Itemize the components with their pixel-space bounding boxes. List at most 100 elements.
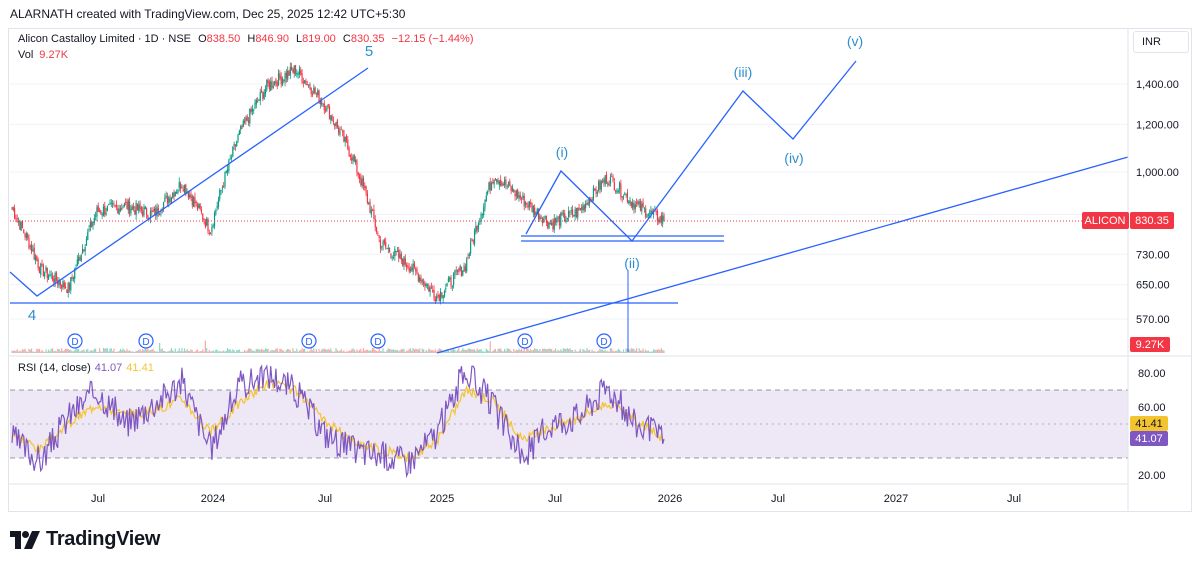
candle-body (608, 184, 610, 186)
candle-body (40, 263, 42, 275)
volume-bar (113, 348, 115, 353)
volume-label[interactable]: Vol (18, 49, 34, 61)
volume-bar (395, 350, 397, 353)
volume-bar (520, 348, 523, 353)
volume-bar (647, 350, 649, 353)
dividend-marker-label: D (600, 337, 607, 348)
dividend-marker[interactable]: D (517, 333, 533, 349)
volume-bar (370, 350, 372, 353)
volume-bar (573, 351, 575, 353)
volume-bar (106, 348, 108, 353)
candle-body (523, 195, 525, 207)
candle-body (382, 241, 384, 246)
price-axis[interactable]: 570.00 650.00 730.00 1,000.00 1,200.00 1,400.… (1136, 79, 1179, 326)
candle-body (105, 212, 107, 215)
volume-bar (374, 350, 376, 353)
candle-body (178, 181, 180, 188)
price-candles[interactable] (11, 62, 665, 305)
volume-bar (28, 348, 30, 353)
candle-body (16, 218, 18, 220)
candle-body (626, 192, 629, 202)
rsi-axis[interactable]: 20.00 60.00 80.00 (1138, 368, 1166, 482)
wave-drawings[interactable] (9, 60, 1129, 354)
volume-bar (85, 349, 88, 353)
candle-body (187, 192, 189, 198)
volume-bar (656, 349, 659, 353)
volume-bar (511, 351, 514, 353)
candle-body (12, 206, 14, 211)
candle-body (23, 229, 25, 234)
candle-body (144, 206, 146, 210)
candle-body (249, 108, 251, 124)
tradingview-branding[interactable]: TradingView (10, 528, 160, 551)
rsi-legend: RSI (14, close) 41.07 41.41 (18, 362, 154, 374)
price-axis-tick: 570.00 (1136, 314, 1170, 326)
candle-body (14, 208, 16, 219)
candle-body (485, 195, 487, 202)
volume-bars (11, 340, 665, 353)
candle-body (143, 207, 145, 216)
candle-body (372, 210, 374, 212)
volume-bar (87, 349, 89, 353)
candle-body (620, 183, 622, 197)
candle-body (102, 206, 105, 216)
volume-bar (351, 349, 353, 353)
volume-bar (276, 348, 278, 353)
dividend-marker[interactable]: D (596, 333, 612, 349)
candle-body (341, 130, 344, 132)
time-axis[interactable]: Jul 2024 Jul 2025 Jul 2026 Jul 2027 Jul (91, 493, 1021, 505)
volume-bar (183, 348, 186, 353)
candle-body (481, 213, 483, 216)
volume-bar (219, 350, 221, 353)
volume-bar (25, 351, 27, 353)
volume-bar (142, 349, 144, 353)
candle-body (348, 148, 350, 156)
dividend-marker-label: D (521, 337, 528, 348)
volume-bar (633, 348, 635, 353)
candle-body (377, 233, 379, 235)
dividend-marker[interactable]: D (301, 333, 317, 349)
dividend-marker[interactable]: D (138, 333, 154, 349)
volume-bar (189, 350, 191, 353)
volume-bar (58, 348, 60, 353)
symbol-title[interactable]: Alicon Castalloy Limited · 1D · NSE (18, 33, 192, 45)
candle-body (114, 205, 116, 207)
volume-bar (32, 351, 34, 353)
dividend-marker[interactable]: D (370, 333, 386, 349)
candle-body (78, 256, 80, 262)
candle-body (189, 194, 191, 198)
currency-selector[interactable]: INR (1133, 31, 1189, 53)
chart-frame (8, 28, 1192, 512)
volume-bar (200, 351, 203, 353)
candle-body (47, 275, 50, 280)
volume-bar (536, 348, 538, 353)
volume-bar (439, 349, 442, 353)
volume-bar (596, 351, 598, 353)
volume-bar (16, 349, 18, 353)
candle-body (634, 204, 636, 209)
candle-body (230, 157, 233, 159)
rsi-label[interactable]: RSI (14, close) (18, 362, 91, 374)
dividend-marker[interactable]: D (67, 333, 83, 349)
volume-bar (122, 348, 124, 353)
volume-bar (506, 348, 508, 353)
candle-body (392, 255, 395, 257)
volume-bar (157, 351, 159, 353)
volume-bar (445, 350, 447, 353)
candle-body (253, 109, 255, 111)
time-axis-tick: 2026 (658, 493, 682, 505)
candle-body (50, 274, 52, 276)
volume-bar (178, 348, 180, 353)
candle-body (318, 90, 320, 103)
volume-bar (344, 351, 346, 353)
volume-bar (341, 351, 344, 353)
volume-bar (268, 351, 271, 353)
candle-body (112, 203, 114, 205)
volume-bar (578, 350, 580, 353)
candle-body (30, 244, 33, 253)
candle-body (229, 158, 231, 160)
candle-body (127, 200, 129, 211)
candle-body (361, 178, 363, 187)
